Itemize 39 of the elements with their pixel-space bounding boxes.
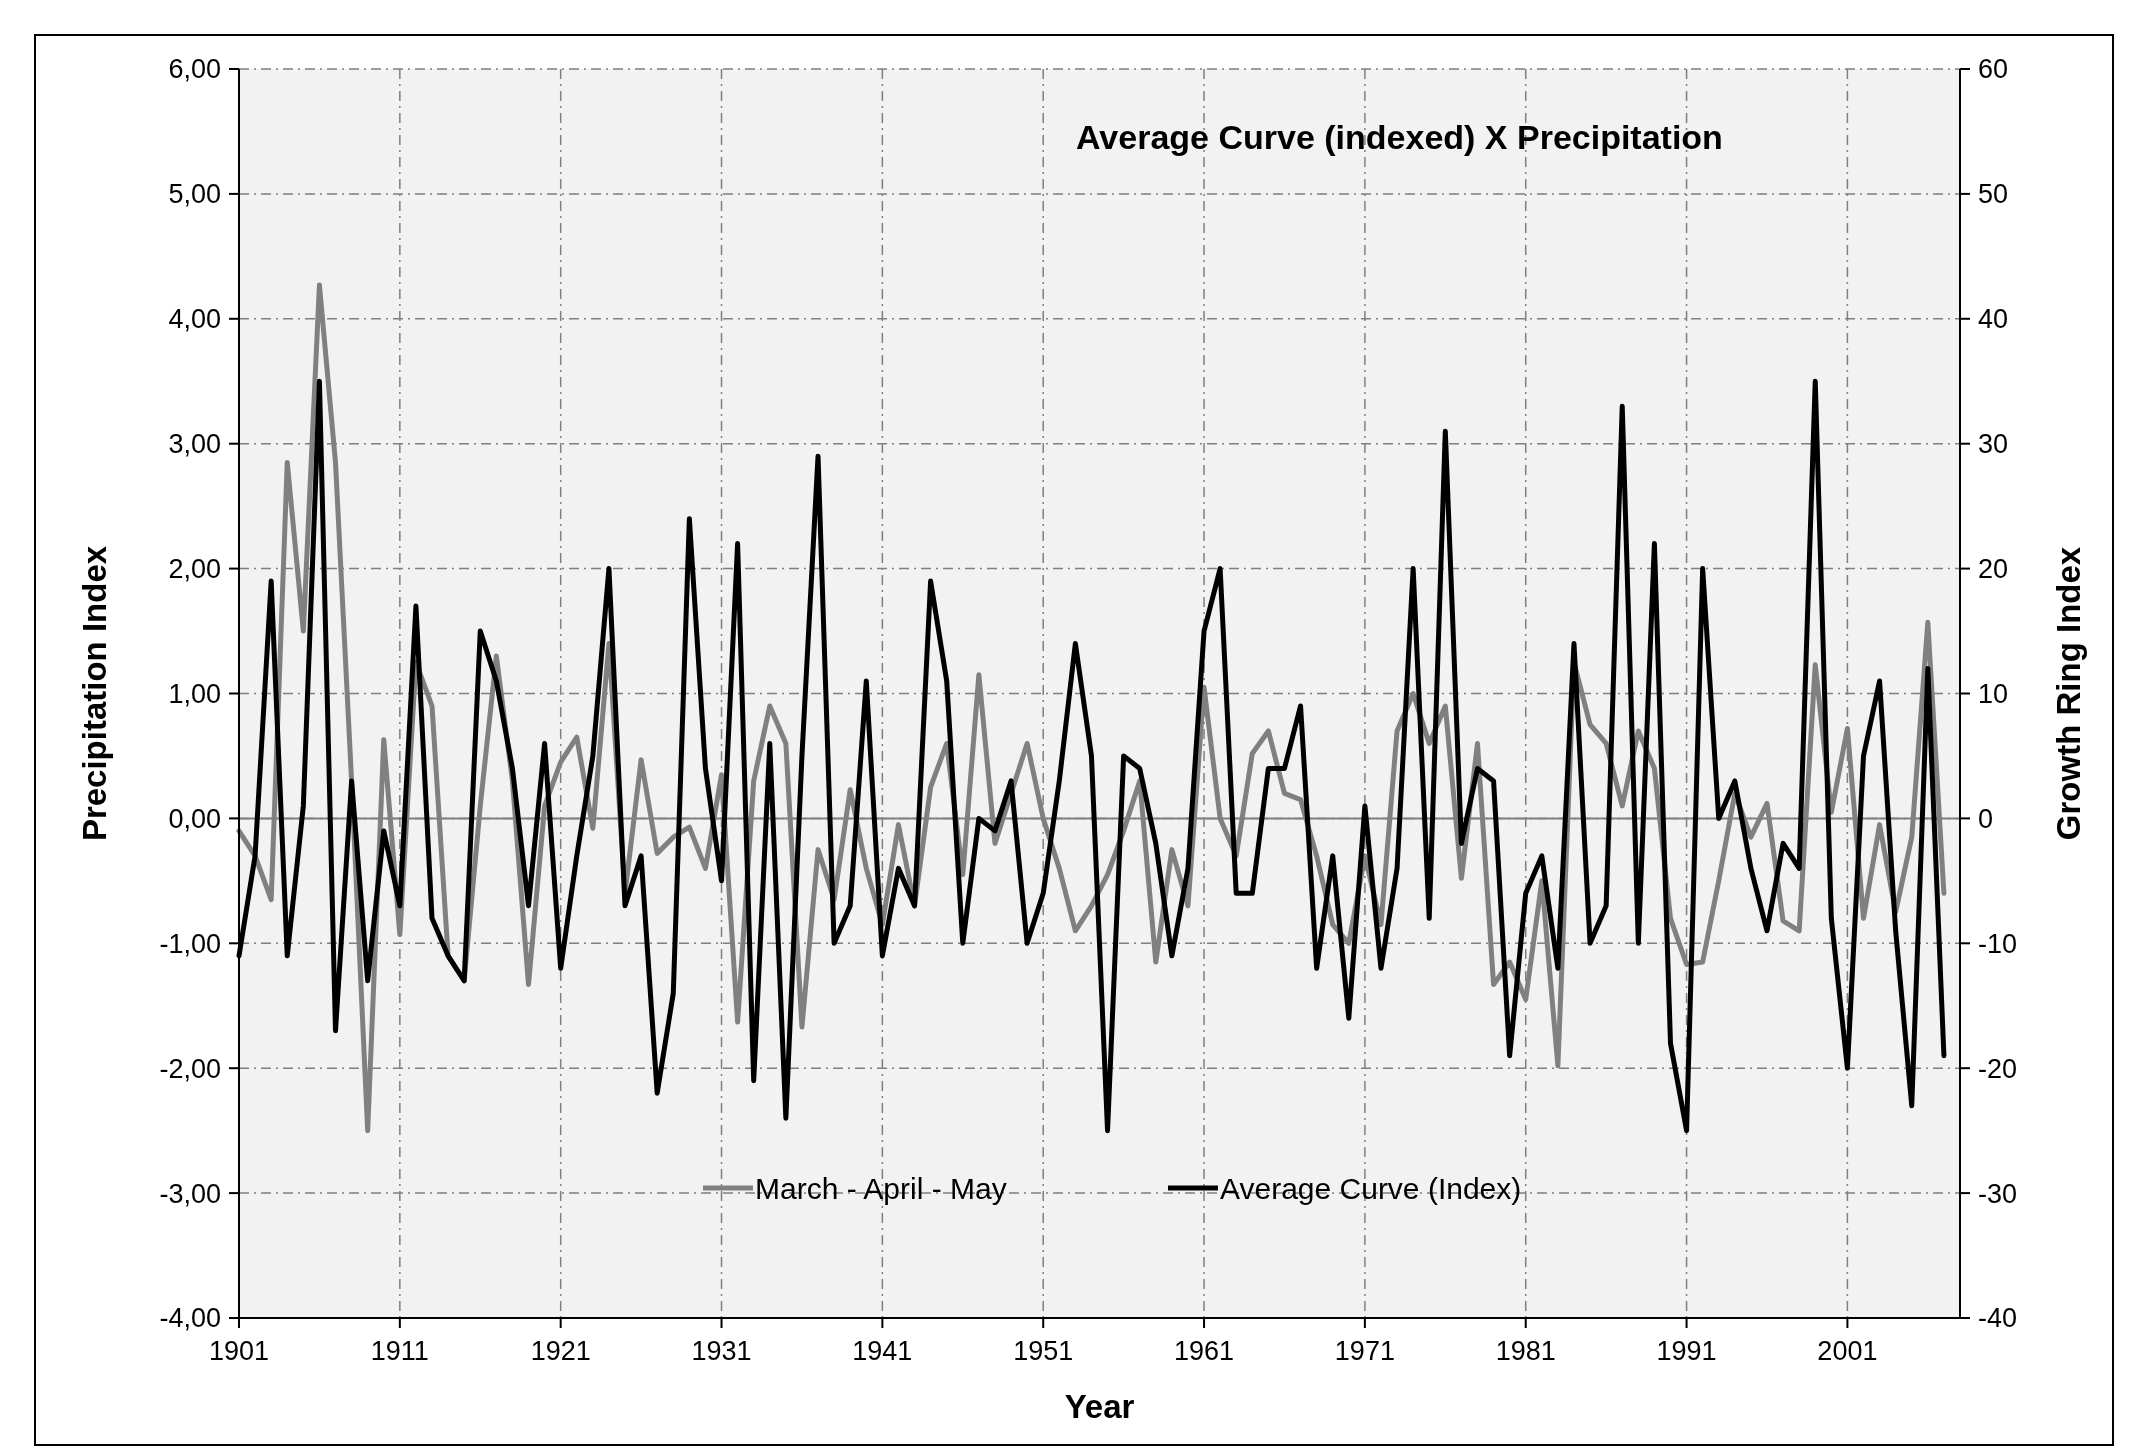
y-axis-title: Precipitation Index xyxy=(76,545,113,842)
y2-tick-label: -30 xyxy=(1978,1178,2018,1209)
y2-tick-label: -10 xyxy=(1978,928,2018,959)
y2-tick-label: -20 xyxy=(1978,1053,2018,1084)
y-tick-label: 5,00 xyxy=(168,179,221,210)
y2-tick-label: 0 xyxy=(1978,803,1994,834)
x-tick-label: 1911 xyxy=(370,1336,429,1366)
y-tick-label: 6,00 xyxy=(168,54,221,85)
y-tick-label: -2,00 xyxy=(159,1053,221,1084)
y2-tick-label: 60 xyxy=(1978,54,2009,85)
legend-label: Average Curve (Index) xyxy=(1220,1171,1522,1205)
y2-tick-label: 30 xyxy=(1978,429,2009,460)
y2-axis-title: Growth Ring Index xyxy=(2050,546,2087,841)
x-axis-title: Year xyxy=(1064,1388,1135,1425)
y-tick-label: -1,00 xyxy=(159,928,221,959)
text: Average Curve (indexed) X Precipitation xyxy=(1076,118,1723,156)
x-tick-label: 1951 xyxy=(1013,1336,1074,1366)
y-tick-label: -4,00 xyxy=(159,1303,221,1334)
x-tick-label: 1981 xyxy=(1495,1336,1556,1366)
x-tick-label: 1921 xyxy=(530,1336,591,1366)
y-tick-label: 0,00 xyxy=(168,803,221,834)
y2-tick-label: 10 xyxy=(1978,678,2009,709)
x-tick-label: 1941 xyxy=(852,1336,913,1366)
y2-tick-label: 50 xyxy=(1978,179,2009,210)
y-tick-label: 1,00 xyxy=(168,678,221,709)
y2-tick-label: -40 xyxy=(1978,1303,2018,1334)
x-tick-label: 1931 xyxy=(691,1336,752,1366)
y-tick-label: 2,00 xyxy=(168,554,221,585)
x-tick-label: 1991 xyxy=(1656,1336,1717,1366)
x-tick-label: 1901 xyxy=(208,1336,270,1366)
x-tick-label: 2001 xyxy=(1817,1336,1878,1366)
x-tick-label: 1961 xyxy=(1174,1336,1235,1366)
y2-tick-label: 20 xyxy=(1978,554,2009,585)
y2-tick-label: 40 xyxy=(1978,304,2009,335)
y-tick-label: -3,00 xyxy=(159,1178,221,1209)
y-tick-label: 3,00 xyxy=(168,429,221,460)
y-tick-label: 4,00 xyxy=(168,304,221,335)
legend-label: March - April - May xyxy=(755,1171,1007,1205)
x-tick-label: 1971 xyxy=(1334,1336,1395,1366)
